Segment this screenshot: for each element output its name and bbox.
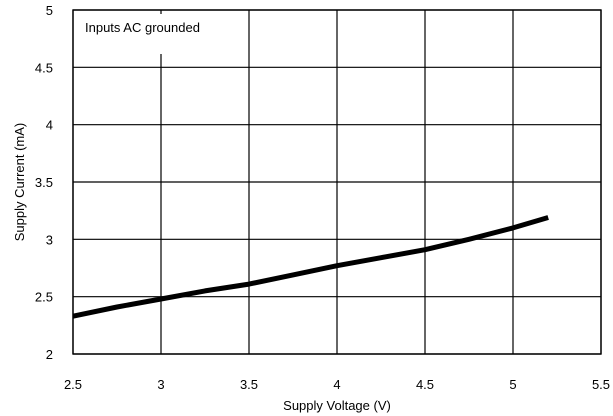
annotation-box [77,14,235,54]
x-tick-label: 5 [509,377,516,392]
x-tick-label: 3.5 [240,377,258,392]
y-tick-label: 4.5 [35,60,53,75]
x-tick-label: 3 [157,377,164,392]
annotation-text: Inputs AC grounded [85,20,200,35]
y-tick-label: 3.5 [35,175,53,190]
x-tick-label: 2.5 [64,377,82,392]
y-tick-label: 2 [46,347,53,362]
series-layer [72,215,549,319]
x-axis-title: Supply Voltage (V) [283,398,391,413]
x-tick-label: 4.5 [416,377,434,392]
y-tick-label: 5 [46,3,53,18]
x-tick-label: 5.5 [592,377,610,392]
y-tick-label: 2.5 [35,290,53,305]
plot-frame [72,9,602,355]
annotation-layer: Inputs AC grounded [77,14,235,54]
x-tick-label: 4 [333,377,340,392]
series-line [72,215,549,319]
x-tick-labels: 2.5 3 3.5 4 4.5 5 5.5 [64,377,610,392]
y-tick-labels: 2 2.5 3 3.5 4 4.5 5 [35,3,53,362]
y-tick-label: 4 [46,118,53,133]
y-tick-label: 3 [46,232,53,247]
grid [72,9,602,355]
y-axis-title: Supply Current (mA) [12,123,27,241]
